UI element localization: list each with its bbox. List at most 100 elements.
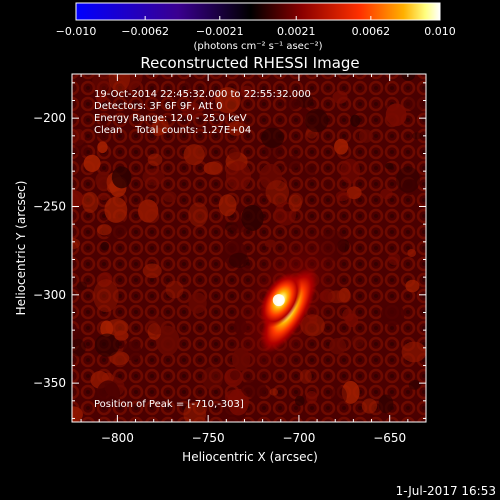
- x-tick-label: −750: [192, 431, 225, 445]
- sidelobe-blob: [188, 292, 207, 314]
- sidelobe-blob: [183, 144, 205, 166]
- colorbar-tick-labels: −0.010 −0.0062 −0.0021 0.0021 0.0062 0.010: [56, 25, 456, 38]
- sidelobe-blob: [350, 114, 361, 127]
- sidelobe-blob: [98, 272, 113, 287]
- colorbar-tick-label: −0.0021: [196, 25, 244, 38]
- sidelobe-blob: [93, 123, 111, 138]
- sidelobe-blob: [387, 252, 401, 266]
- y-tick-label: −250: [33, 199, 66, 213]
- sidelobe-blob: [203, 161, 223, 175]
- sidelobe-blob: [294, 395, 305, 406]
- sidelobe-blob: [95, 92, 108, 103]
- axis-ticks: [72, 74, 427, 422]
- footer-date: 1-Jul-2017 16:53: [396, 484, 496, 498]
- sidelobe-blob: [183, 402, 207, 422]
- sidelobe-blob: [155, 325, 180, 356]
- y-tick-label: −200: [33, 111, 66, 125]
- sidelobe-blob: [228, 148, 241, 160]
- sidelobe-blob: [340, 158, 361, 184]
- sidelobe-blob: [401, 341, 426, 363]
- sidelobe-blob: [305, 108, 329, 133]
- sidelobe-blob: [96, 380, 121, 409]
- sidelobe-blob: [142, 263, 162, 279]
- sidelobe-blob: [288, 194, 302, 212]
- source-peak: [272, 294, 285, 307]
- sidelobe-blob: [188, 202, 209, 227]
- sidelobe-blob: [83, 154, 101, 172]
- colorbar-unit-label: (photons cm⁻² s⁻¹ asec⁻²): [193, 41, 322, 52]
- sidelobe-blob: [72, 327, 84, 347]
- colorbar-gradient: [75, 2, 441, 21]
- x-tick-labels: −800 −750 −700 −650: [101, 431, 406, 445]
- sidelobe-blob: [111, 166, 132, 189]
- sidelobe-blob: [184, 78, 194, 89]
- sidelobe-blob: [241, 204, 264, 231]
- sidelobe-blob: [108, 74, 131, 92]
- sidelobe-blob: [385, 103, 407, 127]
- sidelobe-blob: [407, 248, 416, 258]
- chart-title: Reconstructed RHESSI Image: [140, 54, 359, 72]
- y-axis-label: Heliocentric Y (arcsec): [14, 181, 28, 316]
- sidelobe-blob: [165, 280, 184, 299]
- sidelobe-blob: [74, 139, 88, 157]
- sidelobe-blob: [104, 196, 128, 223]
- sidelobe-blob: [304, 164, 316, 179]
- colorbar-tick-label: 0.010: [424, 25, 456, 38]
- colorbar-tick-label: −0.010: [56, 25, 97, 38]
- sidelobe-blob: [97, 141, 108, 154]
- sidelobe-blob: [385, 162, 394, 170]
- sidelobe-blob: [98, 192, 109, 201]
- sidelobe-blob: [182, 102, 203, 119]
- info-clean-counts: Clean Total counts: 1.27E+04: [94, 125, 251, 136]
- sidelobe-blob: [378, 394, 394, 414]
- sidelobe-blob: [76, 281, 88, 291]
- sidelobe-blob: [72, 338, 86, 357]
- sidelobe-blob: [260, 127, 285, 148]
- sidelobe-blob: [142, 168, 165, 186]
- sidelobe-blob: [285, 98, 301, 110]
- sidelobe-blob: [228, 252, 249, 269]
- y-tick-labels: −200 −250 −300 −350: [33, 111, 66, 390]
- peak-position-text: Position of Peak = [-710,-303]: [94, 399, 244, 410]
- sidelobe-blob: [72, 406, 83, 422]
- colorbar-tick-label: 0.0021: [277, 25, 316, 38]
- sidelobe-blob: [380, 303, 405, 326]
- colorbar-tick-label: 0.0062: [352, 25, 391, 38]
- sidelobe-blob: [114, 330, 129, 341]
- sidelobe-blob: [299, 369, 312, 384]
- sidelobe-blob: [396, 166, 420, 193]
- sidelobe-blob: [201, 366, 223, 391]
- x-tick-label: −700: [282, 431, 315, 445]
- info-detectors: Detectors: 3F 6F 9F, Att 0: [94, 101, 222, 112]
- sidelobe-blob: [72, 190, 84, 209]
- sidelobe-blob: [380, 188, 393, 200]
- sidelobe-blob: [240, 85, 254, 99]
- sidelobe-blob: [284, 156, 301, 170]
- heatmap-image: [72, 74, 426, 422]
- sidelobe-blob: [324, 181, 333, 190]
- sidelobe-blob: [332, 90, 348, 104]
- sidelobe-blob: [305, 390, 318, 404]
- sidelobe-blob: [408, 380, 421, 390]
- sidelobe-blob: [109, 351, 130, 366]
- sidelobe-blob: [100, 241, 110, 251]
- sidelobe-blob: [93, 279, 119, 313]
- x-axis-label: Heliocentric X (arcsec): [182, 450, 318, 464]
- sidelobe-blob: [119, 74, 143, 91]
- sidelobe-blob: [72, 237, 81, 250]
- sidelobe-blob: [269, 388, 278, 396]
- sidelobe-blob: [404, 94, 426, 112]
- sidelobe-blob: [147, 323, 162, 340]
- y-tick-label: −300: [33, 288, 66, 302]
- sidelobe-blob: [94, 333, 120, 357]
- sidelobe-blob: [358, 129, 373, 143]
- source-emission: [222, 218, 352, 391]
- sidelobe-blob: [225, 161, 251, 191]
- sidelobe-blob: [330, 385, 347, 406]
- sidelobe-blob: [230, 221, 246, 234]
- sidelobe-blob: [342, 308, 354, 322]
- sidelobe-blob: [162, 191, 177, 203]
- sidelobe-blob: [401, 74, 416, 81]
- x-tick-label: −800: [101, 431, 134, 445]
